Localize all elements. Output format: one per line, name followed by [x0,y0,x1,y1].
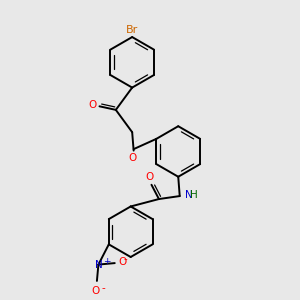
Text: O: O [146,172,154,182]
Text: +: + [103,256,111,266]
Text: O: O [118,257,127,267]
Text: -: - [101,283,105,293]
Text: O: O [91,286,100,296]
Text: N: N [94,260,102,270]
Text: N: N [185,190,193,200]
Text: O: O [128,153,136,163]
Text: H: H [190,190,197,200]
Text: O: O [88,100,97,110]
Text: -: - [123,254,127,264]
Text: Br: Br [126,25,138,35]
